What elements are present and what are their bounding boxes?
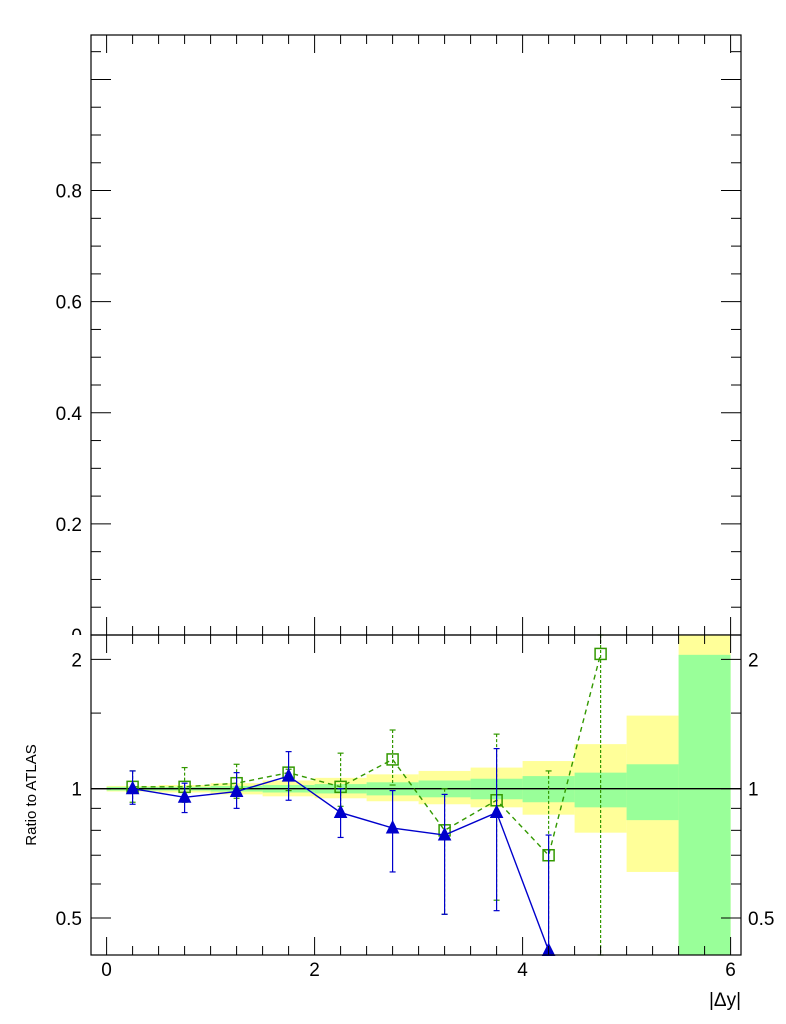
- top-y-tick-label: 0.4: [56, 404, 83, 425]
- top-y-tick-label: 0: [71, 626, 82, 647]
- top-panel: 0 0.2 0.4 0.6 0.8: [56, 34, 742, 647]
- y-tick-label: 2: [71, 650, 82, 671]
- stat-band-bin: [678, 654, 731, 955]
- data-point: [594, 647, 607, 661]
- data-point: [437, 826, 452, 841]
- ratio-frame: [90, 634, 742, 956]
- y-tick-label: 0.5: [56, 909, 82, 930]
- y-tick-label: 1: [71, 780, 82, 801]
- data-point: [229, 783, 244, 798]
- stat-band-bin: [626, 764, 679, 821]
- y-tick-label-right: 1: [748, 780, 759, 801]
- x-tick-label: 2: [309, 960, 320, 981]
- top-frame: [90, 34, 742, 636]
- data-point: [386, 753, 399, 766]
- data-point: [281, 767, 296, 782]
- data-point: [177, 789, 192, 803]
- top-y-tick-label: 0.6: [56, 293, 82, 314]
- x-tick-label: 6: [725, 960, 736, 981]
- top-y-tick-labels: 0 0.2 0.4 0.6 0.8: [56, 182, 83, 647]
- top-y-tick-label: 0.2: [56, 515, 82, 536]
- x-axis-title: |Δy|: [709, 990, 741, 1011]
- y-tick-label-right: 2: [748, 650, 759, 671]
- x-tick-label: 4: [517, 960, 528, 981]
- y-tick-label-right: 0.5: [748, 909, 774, 930]
- data-point: [385, 819, 400, 834]
- series-line-0: [132, 653, 602, 857]
- top-y-tick-label: 0.8: [56, 182, 82, 203]
- data-point: [125, 780, 140, 795]
- ratio-panel: 0 2 4 6 0.5 0.5 1 1 2 2: [56, 634, 774, 981]
- data-point: [489, 804, 504, 819]
- data-point: [333, 804, 348, 819]
- x-tick-label: 0: [101, 960, 112, 981]
- ratio-y-axis-title: Ratio to ATLAS: [23, 744, 40, 845]
